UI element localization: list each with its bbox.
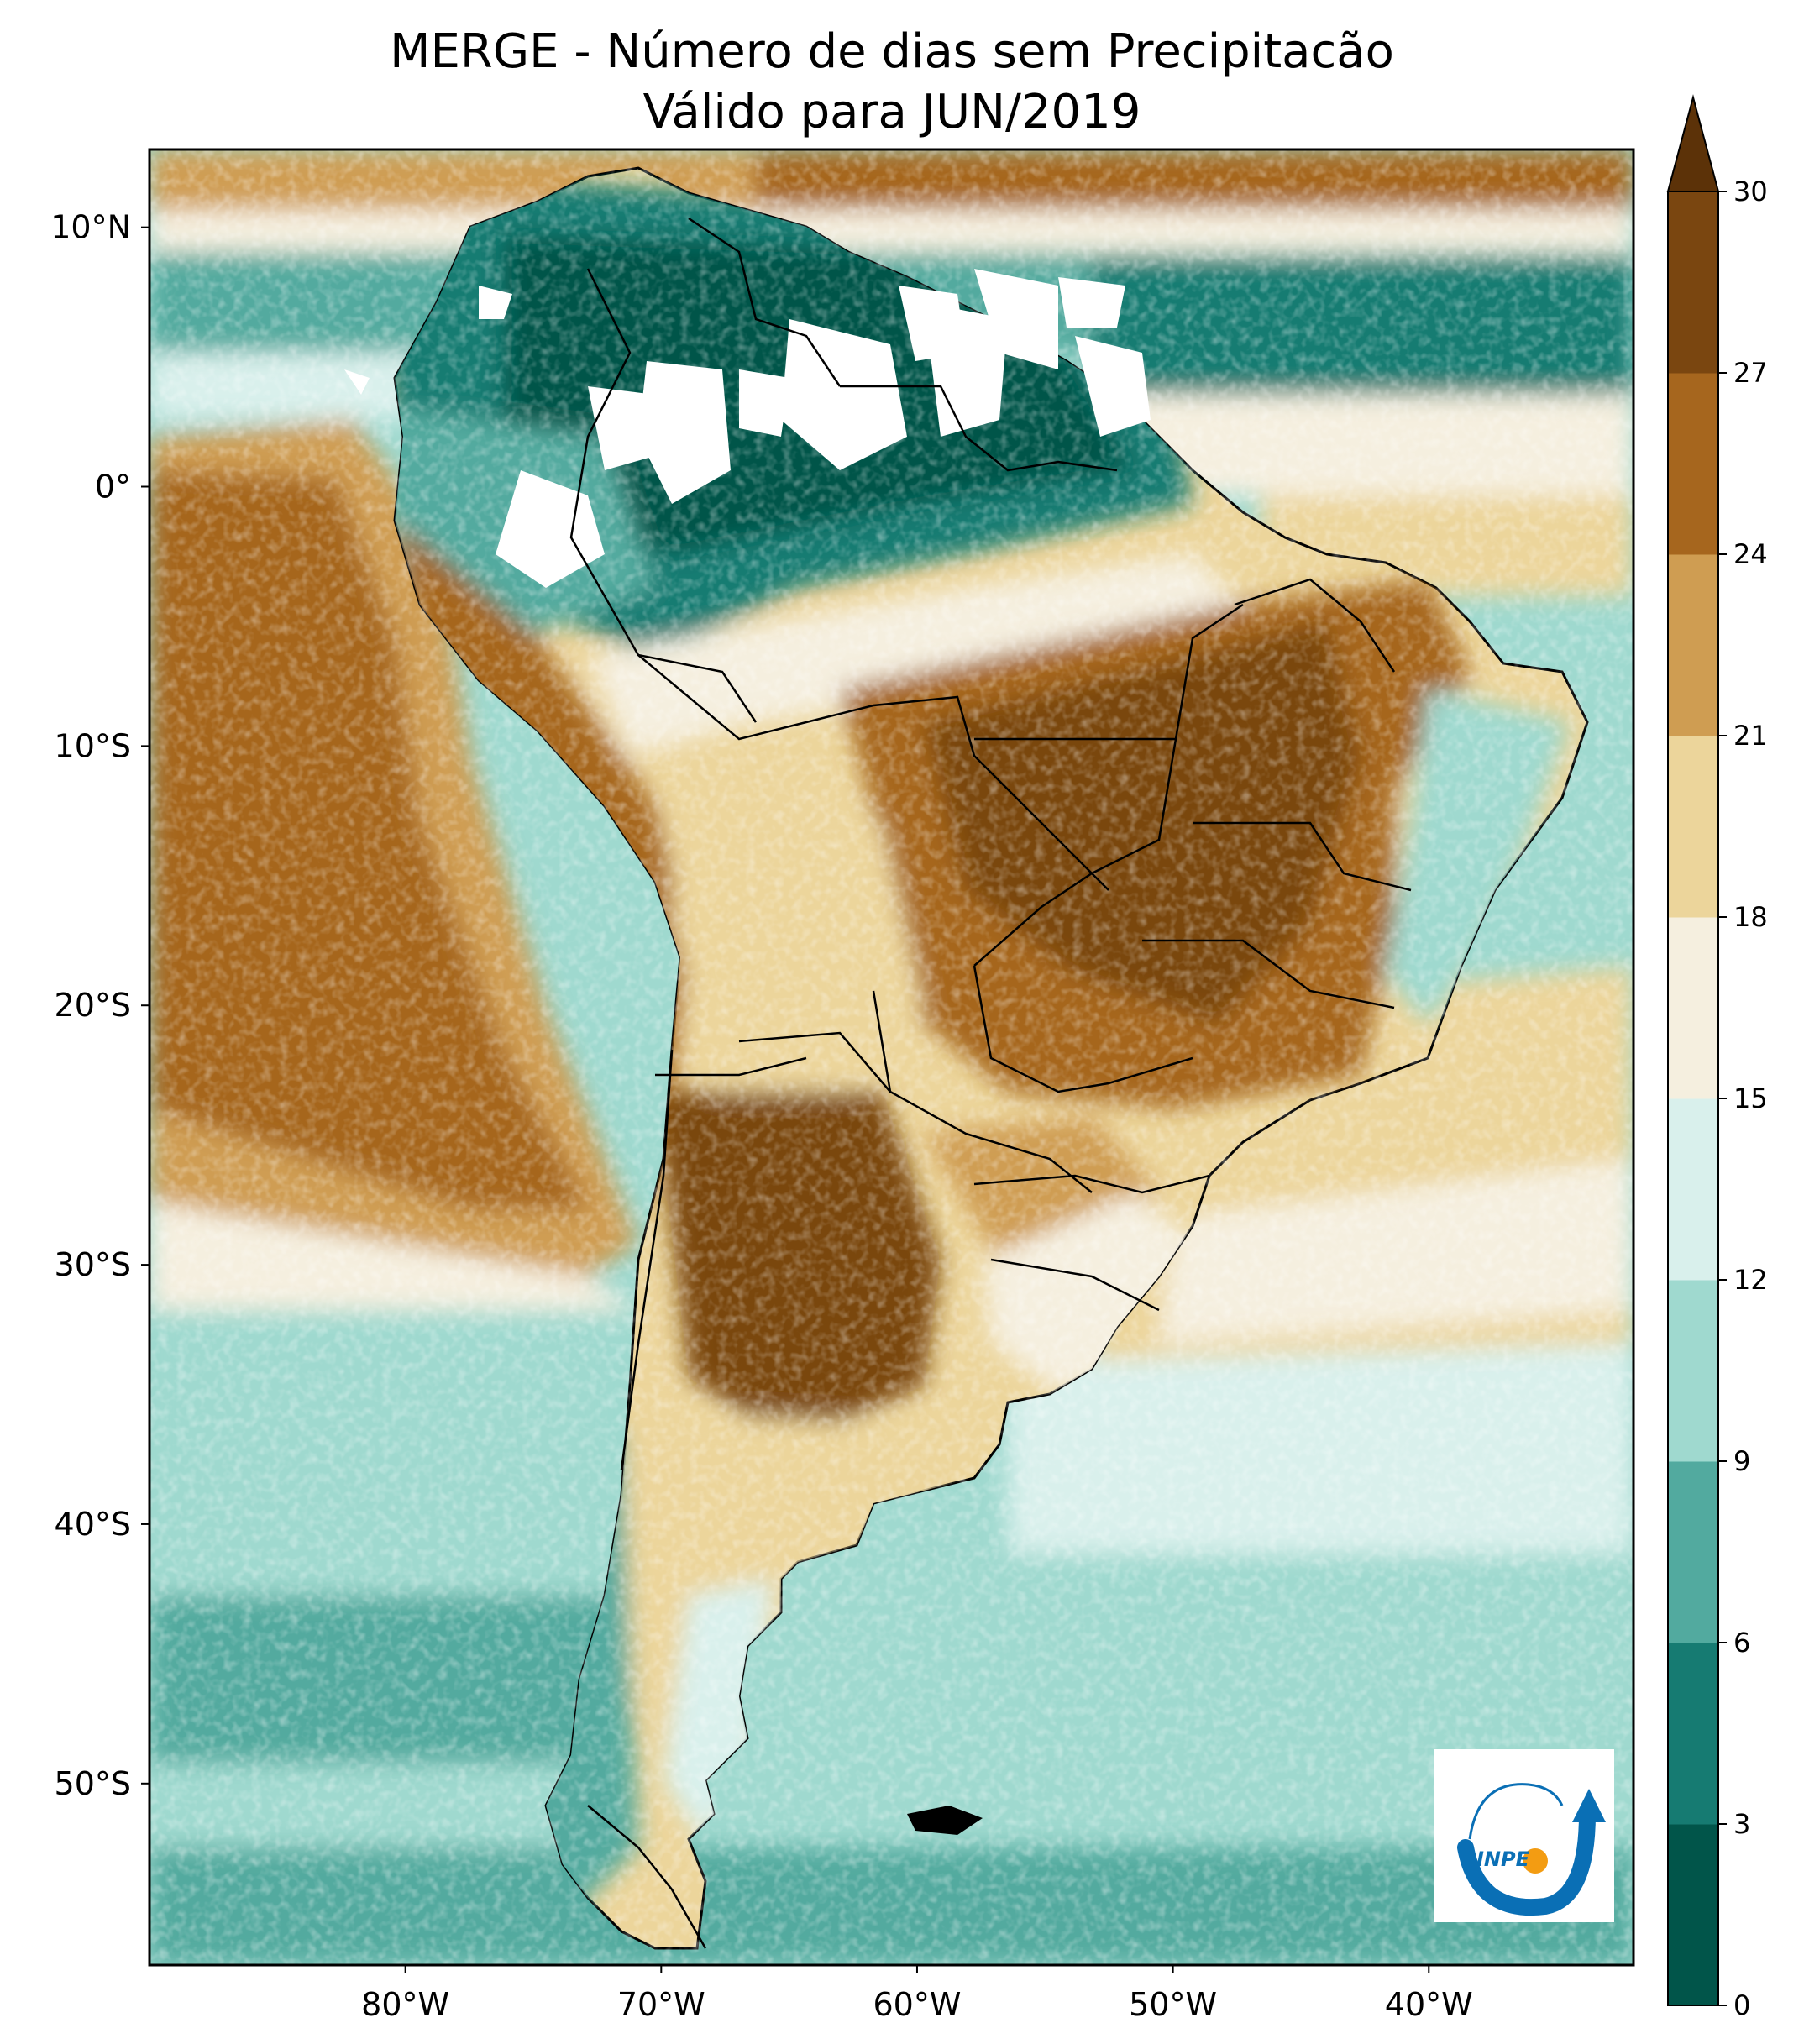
inpe-logo: INPE bbox=[1434, 1749, 1614, 1922]
lat-label: 10°S bbox=[55, 727, 131, 764]
colorbar-tick-label: 15 bbox=[1733, 1082, 1768, 1114]
map-title-line2: Válido para JUN/2019 bbox=[642, 85, 1141, 139]
latitude-labels: 10°N 0° 10°S 20°S 30°S 40°S 50°S bbox=[50, 209, 149, 1802]
colorbar-tick-label: 0 bbox=[1733, 1989, 1750, 2021]
colorbar-extend-arrow bbox=[1666, 94, 1720, 192]
falklands-islands bbox=[907, 1806, 983, 1835]
colorbar-segment bbox=[1668, 1824, 1718, 2006]
lat-label: 10°N bbox=[50, 209, 131, 246]
logo-text: INPE bbox=[1476, 1847, 1530, 1871]
colorbar-tick-label: 6 bbox=[1733, 1627, 1750, 1659]
colorbar-segment bbox=[1668, 1280, 1718, 1462]
colorbar-tick-label: 12 bbox=[1733, 1264, 1768, 1296]
colorbar-tick-label: 24 bbox=[1733, 538, 1768, 570]
map-title-line1: MERGE - Número de dias sem Precipitacão bbox=[390, 24, 1394, 79]
lon-label: 50°W bbox=[1129, 1986, 1217, 2023]
colorbar-segment bbox=[1668, 1643, 1718, 1825]
longitude-labels: 80°W 70°W 60°W 50°W 40°W bbox=[361, 1965, 1473, 2023]
lat-label: 30°S bbox=[55, 1246, 131, 1283]
colorbar-segment bbox=[1668, 917, 1718, 1099]
colorbar-tick-label: 3 bbox=[1733, 1808, 1750, 1840]
colorbar-tick-label: 27 bbox=[1733, 357, 1768, 389]
map-frame bbox=[148, 148, 1635, 1967]
lon-label: 70°W bbox=[617, 1986, 705, 2023]
logo-sun-icon bbox=[1523, 1848, 1548, 1874]
logo-arrow-icon bbox=[1572, 1789, 1606, 1822]
lat-label: 50°S bbox=[55, 1765, 131, 1802]
lon-label: 60°W bbox=[873, 1986, 961, 2023]
colorbar-segment bbox=[1668, 736, 1718, 918]
colorbar-tick-label: 18 bbox=[1733, 901, 1768, 933]
colorbar-tick-label: 9 bbox=[1733, 1445, 1750, 1477]
colorbar-tick-label: 30 bbox=[1733, 176, 1768, 207]
map-panel: INPE bbox=[149, 149, 1634, 1965]
colorbar-tick-label: 21 bbox=[1733, 720, 1768, 752]
colorbar-segment bbox=[1668, 554, 1718, 736]
colorbar-segment bbox=[1668, 1461, 1718, 1643]
lat-label: 20°S bbox=[55, 987, 131, 1024]
colorbar: 0 3 6 9 12 15 18 21 24 27 30 bbox=[1666, 94, 1768, 2021]
colorbar-segment bbox=[1668, 1098, 1718, 1281]
colorbar-segment bbox=[1668, 191, 1718, 374]
lon-label: 40°W bbox=[1385, 1986, 1473, 2023]
lat-label: 40°S bbox=[55, 1506, 131, 1543]
lat-label: 0° bbox=[95, 469, 131, 506]
political-borders bbox=[569, 217, 1412, 1949]
lon-label: 80°W bbox=[361, 1986, 449, 2023]
colorbar-segment bbox=[1668, 373, 1718, 555]
